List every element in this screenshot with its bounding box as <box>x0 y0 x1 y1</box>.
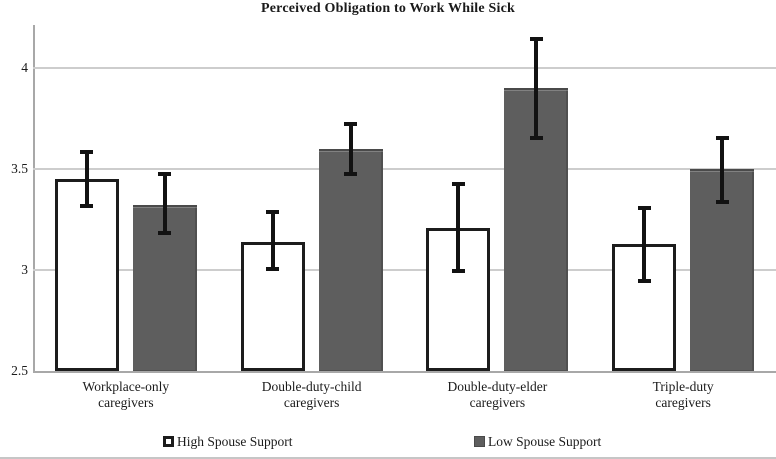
error-bar-cap-top <box>637 206 651 211</box>
category-label: Workplace-only caregivers <box>82 379 170 410</box>
category-label: Triple-duty caregivers <box>652 379 714 410</box>
error-bar-cap-bottom <box>158 230 172 235</box>
error-bar-line <box>84 150 89 208</box>
error-bar-line <box>642 207 647 283</box>
gridline <box>33 67 776 69</box>
error-bar-line <box>720 136 725 204</box>
error-bar-cap-bottom <box>344 172 358 177</box>
x-axis-line <box>33 371 776 373</box>
gridline <box>33 269 776 271</box>
gridline <box>33 168 776 170</box>
error-bar-cap-bottom <box>637 279 651 284</box>
error-bar-cap-top <box>158 172 172 177</box>
error-bar-cap-top <box>529 36 543 41</box>
y-axis-line <box>33 25 35 373</box>
bar-high-spouse-support-2 <box>240 241 305 371</box>
error-bar-line <box>270 211 275 270</box>
legend-item-high-spouse-support: High Spouse Support <box>163 434 293 449</box>
category-label: Double-duty-elder caregivers <box>447 379 548 410</box>
error-bar-cap-top <box>80 149 94 154</box>
error-bar-cap-bottom <box>80 204 94 209</box>
legend-marker-low-spouse-support <box>474 436 485 447</box>
legend-label-high-spouse-support: High Spouse Support <box>177 434 293 449</box>
error-bar-cap-top <box>344 121 358 126</box>
y-tick-label: 2.5 <box>11 363 28 378</box>
error-bar-cap-bottom <box>451 269 465 274</box>
error-bar-cap-top <box>451 182 465 187</box>
error-bar-cap-top <box>715 135 729 140</box>
y-tick-label: 3.5 <box>11 161 28 176</box>
error-bar-cap-bottom <box>266 267 280 271</box>
legend-label-low-spouse-support: Low Spouse Support <box>488 434 602 449</box>
error-bar-line <box>348 122 353 176</box>
legend-marker-high-spouse-support <box>163 436 174 447</box>
legend-item-low-spouse-support: Low Spouse Support <box>474 434 601 449</box>
y-tick-label: 4 <box>21 60 28 75</box>
error-bar-line <box>162 173 167 234</box>
bar-low-spouse-support-2 <box>318 148 383 371</box>
category-label: Double-duty-child caregivers <box>261 379 362 410</box>
error-bar-line <box>534 37 539 139</box>
error-bar-cap-top <box>266 210 280 215</box>
error-bar-cap-bottom <box>529 135 543 140</box>
chart-title: Perceived Obligation to Work While Sick <box>261 1 515 16</box>
error-bar-line <box>456 183 461 272</box>
error-bar-cap-bottom <box>715 200 729 205</box>
y-tick-label: 3 <box>21 262 28 277</box>
